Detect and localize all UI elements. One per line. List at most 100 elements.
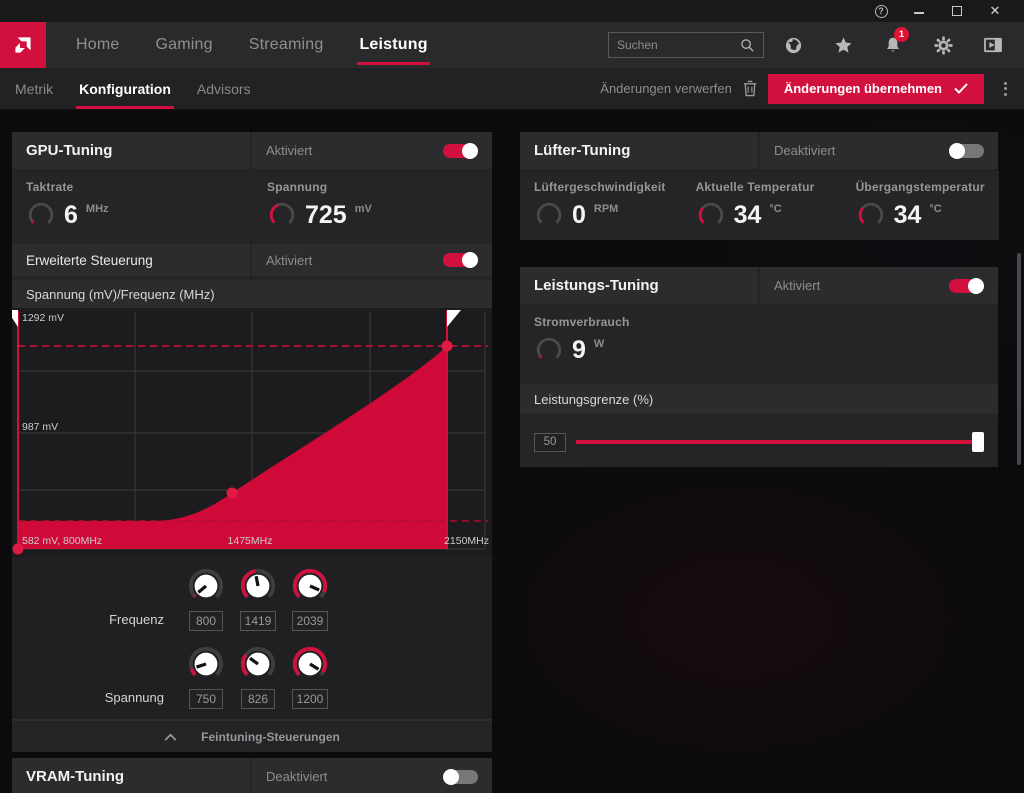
apply-changes-label: Änderungen übernehmen: [783, 81, 942, 96]
fan-tuning-title: Lüfter-Tuning: [520, 132, 758, 169]
voltage-value-2[interactable]: 826: [241, 689, 275, 709]
voltage-value-3[interactable]: 1200: [291, 689, 329, 709]
fan-speed-gauge-icon: [534, 200, 564, 230]
tab-leistung[interactable]: Leistung: [341, 22, 445, 68]
power-limit-slider[interactable]: [576, 432, 984, 452]
curve-point-1[interactable]: [12, 543, 24, 555]
gpu-tuning-state-label: Aktiviert: [266, 143, 313, 158]
power-limit-label: Leistungsgrenze (%): [520, 384, 998, 414]
advanced-control-label: Erweiterte Steuerung: [12, 244, 250, 276]
knob-dial-icon[interactable]: [187, 645, 225, 683]
performance-subnav: Metrik Konfiguration Advisors Änderungen…: [0, 68, 1024, 110]
tab-konfiguration[interactable]: Konfiguration: [66, 68, 184, 109]
curve-point-3[interactable]: [441, 340, 453, 352]
vram-tuning-toggle[interactable]: [443, 768, 478, 785]
power-limit-value[interactable]: 50: [534, 432, 566, 452]
advanced-control-state-label: Aktiviert: [266, 252, 313, 268]
knob-dial-icon[interactable]: [187, 567, 225, 605]
min-frequency-flag-handle[interactable]: [12, 310, 18, 327]
star-icon[interactable]: [822, 29, 864, 61]
discard-changes-button[interactable]: Änderungen verwerfen: [600, 80, 758, 97]
panel-toggle-icon[interactable]: [972, 29, 1014, 61]
gpu-tuning-title: GPU-Tuning: [12, 132, 250, 169]
y-axis-top-label: 1292 mV: [22, 312, 64, 324]
vram-tuning-panel: VRAM-Tuning Deaktiviert: [12, 758, 492, 793]
current-temp-gauge-icon: [696, 200, 726, 230]
frequency-value-3[interactable]: 2039: [291, 611, 329, 631]
slider-handle[interactable]: [972, 432, 984, 452]
power-draw-gauge-icon: [534, 335, 564, 365]
amd-logo[interactable]: [0, 22, 46, 68]
globe-icon[interactable]: [772, 29, 814, 61]
frequency-knob-1: 800: [180, 567, 232, 631]
main-navbar: Home Gaming Streaming Leistung: [0, 22, 1024, 68]
fan-tuning-state-label: Deaktiviert: [774, 143, 836, 158]
tab-streaming[interactable]: Streaming: [248, 36, 324, 53]
stat-taktrate: Taktrate 6 MHz: [12, 171, 251, 240]
tab-metrik[interactable]: Metrik: [15, 80, 54, 97]
gpu-tuning-toggle[interactable]: [443, 142, 478, 159]
knob-dial-icon[interactable]: [239, 567, 277, 605]
frequency-value-2[interactable]: 1419: [239, 611, 277, 631]
search-box[interactable]: [608, 32, 764, 58]
gpu-tuning-panel: GPU-Tuning Aktiviert Taktrate 6 MHz Span…: [12, 132, 492, 752]
advanced-control-toggle[interactable]: [443, 252, 478, 268]
help-icon[interactable]: ?: [862, 0, 900, 22]
fan-tuning-toggle[interactable]: [949, 142, 984, 159]
more-options-icon[interactable]: [994, 79, 1016, 98]
amd-arrow-icon: [15, 37, 31, 53]
search-icon: [741, 38, 754, 52]
voltage-knob-row: Spannung 750 826: [12, 641, 492, 719]
spannung-gauge-icon: [267, 200, 297, 230]
apply-changes-button[interactable]: Änderungen übernehmen: [767, 73, 984, 104]
stat-junction-temp: Übergangstemperatur 34 °C: [841, 171, 999, 240]
fine-tuning-area: Frequenz 800 1419: [12, 557, 492, 752]
tab-home[interactable]: Home: [76, 36, 120, 53]
stat-fan-speed: Lüftergeschwindigkeit 0 RPM: [520, 171, 680, 240]
close-icon[interactable]: ✕: [989, 3, 1001, 18]
knob-dial-icon[interactable]: [291, 645, 329, 683]
vram-tuning-title: VRAM-Tuning: [12, 758, 250, 793]
chevron-up-icon: [164, 733, 177, 741]
x-axis-right-label: 2150MHz: [444, 535, 489, 547]
navbar-actions: 1: [608, 27, 1024, 61]
power-tuning-title: Leistungs-Tuning: [520, 267, 758, 304]
voltage-row-label: Spannung: [104, 690, 164, 705]
power-tuning-panel: Leistungs-Tuning Aktiviert Stromverbrauc…: [520, 267, 998, 467]
voltage-knob-3: 1200: [284, 645, 336, 709]
voltage-frequency-chart[interactable]: 1292 mV 987 mV 582 mV, 800MHz 1475MHz 21…: [12, 308, 492, 557]
voltage-value-1[interactable]: 750: [189, 689, 223, 709]
fan-tuning-panel: Lüfter-Tuning Deaktiviert Lüftergeschwin…: [520, 132, 999, 240]
voltage-knob-2: 826: [232, 645, 284, 709]
curve-chart-title: Spannung (mV)/Frequenz (MHz): [12, 280, 492, 308]
vram-tuning-state-label: Deaktiviert: [266, 769, 328, 784]
gear-icon[interactable]: [922, 29, 964, 61]
primary-tabs: Home Gaming Streaming Leistung: [58, 22, 446, 68]
tab-gaming[interactable]: Gaming: [155, 36, 213, 53]
stat-power-draw: Stromverbrauch 9 W: [520, 306, 998, 381]
y-axis-mid-label: 987 mV: [22, 421, 58, 433]
trash-icon: [743, 80, 756, 97]
notification-badge: 1: [894, 27, 909, 42]
vertical-scrollbar[interactable]: [1017, 253, 1021, 465]
maximize-icon[interactable]: [938, 0, 976, 22]
frequency-knob-3: 2039: [284, 567, 336, 631]
stat-current-temp: Aktuelle Temperatur 34 °C: [681, 171, 840, 240]
minimize-icon[interactable]: [900, 0, 938, 22]
bell-icon[interactable]: 1: [872, 27, 914, 61]
x-axis-mid-label: 1475MHz: [228, 535, 273, 547]
search-input[interactable]: [617, 38, 734, 52]
fine-tuning-collapse-button[interactable]: Feintuning-Steuerungen: [12, 719, 492, 752]
knob-dial-icon[interactable]: [291, 567, 329, 605]
knob-dial-icon[interactable]: [239, 645, 277, 683]
frequency-knob-row: Frequenz 800 1419: [12, 563, 492, 641]
window-titlebar: ? ✕: [0, 0, 1024, 22]
frequency-value-1[interactable]: 800: [189, 611, 223, 631]
power-tuning-toggle[interactable]: [949, 277, 984, 294]
frequency-row-label: Frequenz: [109, 612, 164, 627]
stat-spannung: Spannung 725 mV: [253, 171, 492, 240]
fine-tuning-footer-label: Feintuning-Steuerungen: [201, 729, 340, 744]
max-frequency-flag-handle[interactable]: [447, 310, 461, 327]
tab-advisors[interactable]: Advisors: [196, 80, 251, 97]
curve-point-2[interactable]: [226, 487, 238, 499]
